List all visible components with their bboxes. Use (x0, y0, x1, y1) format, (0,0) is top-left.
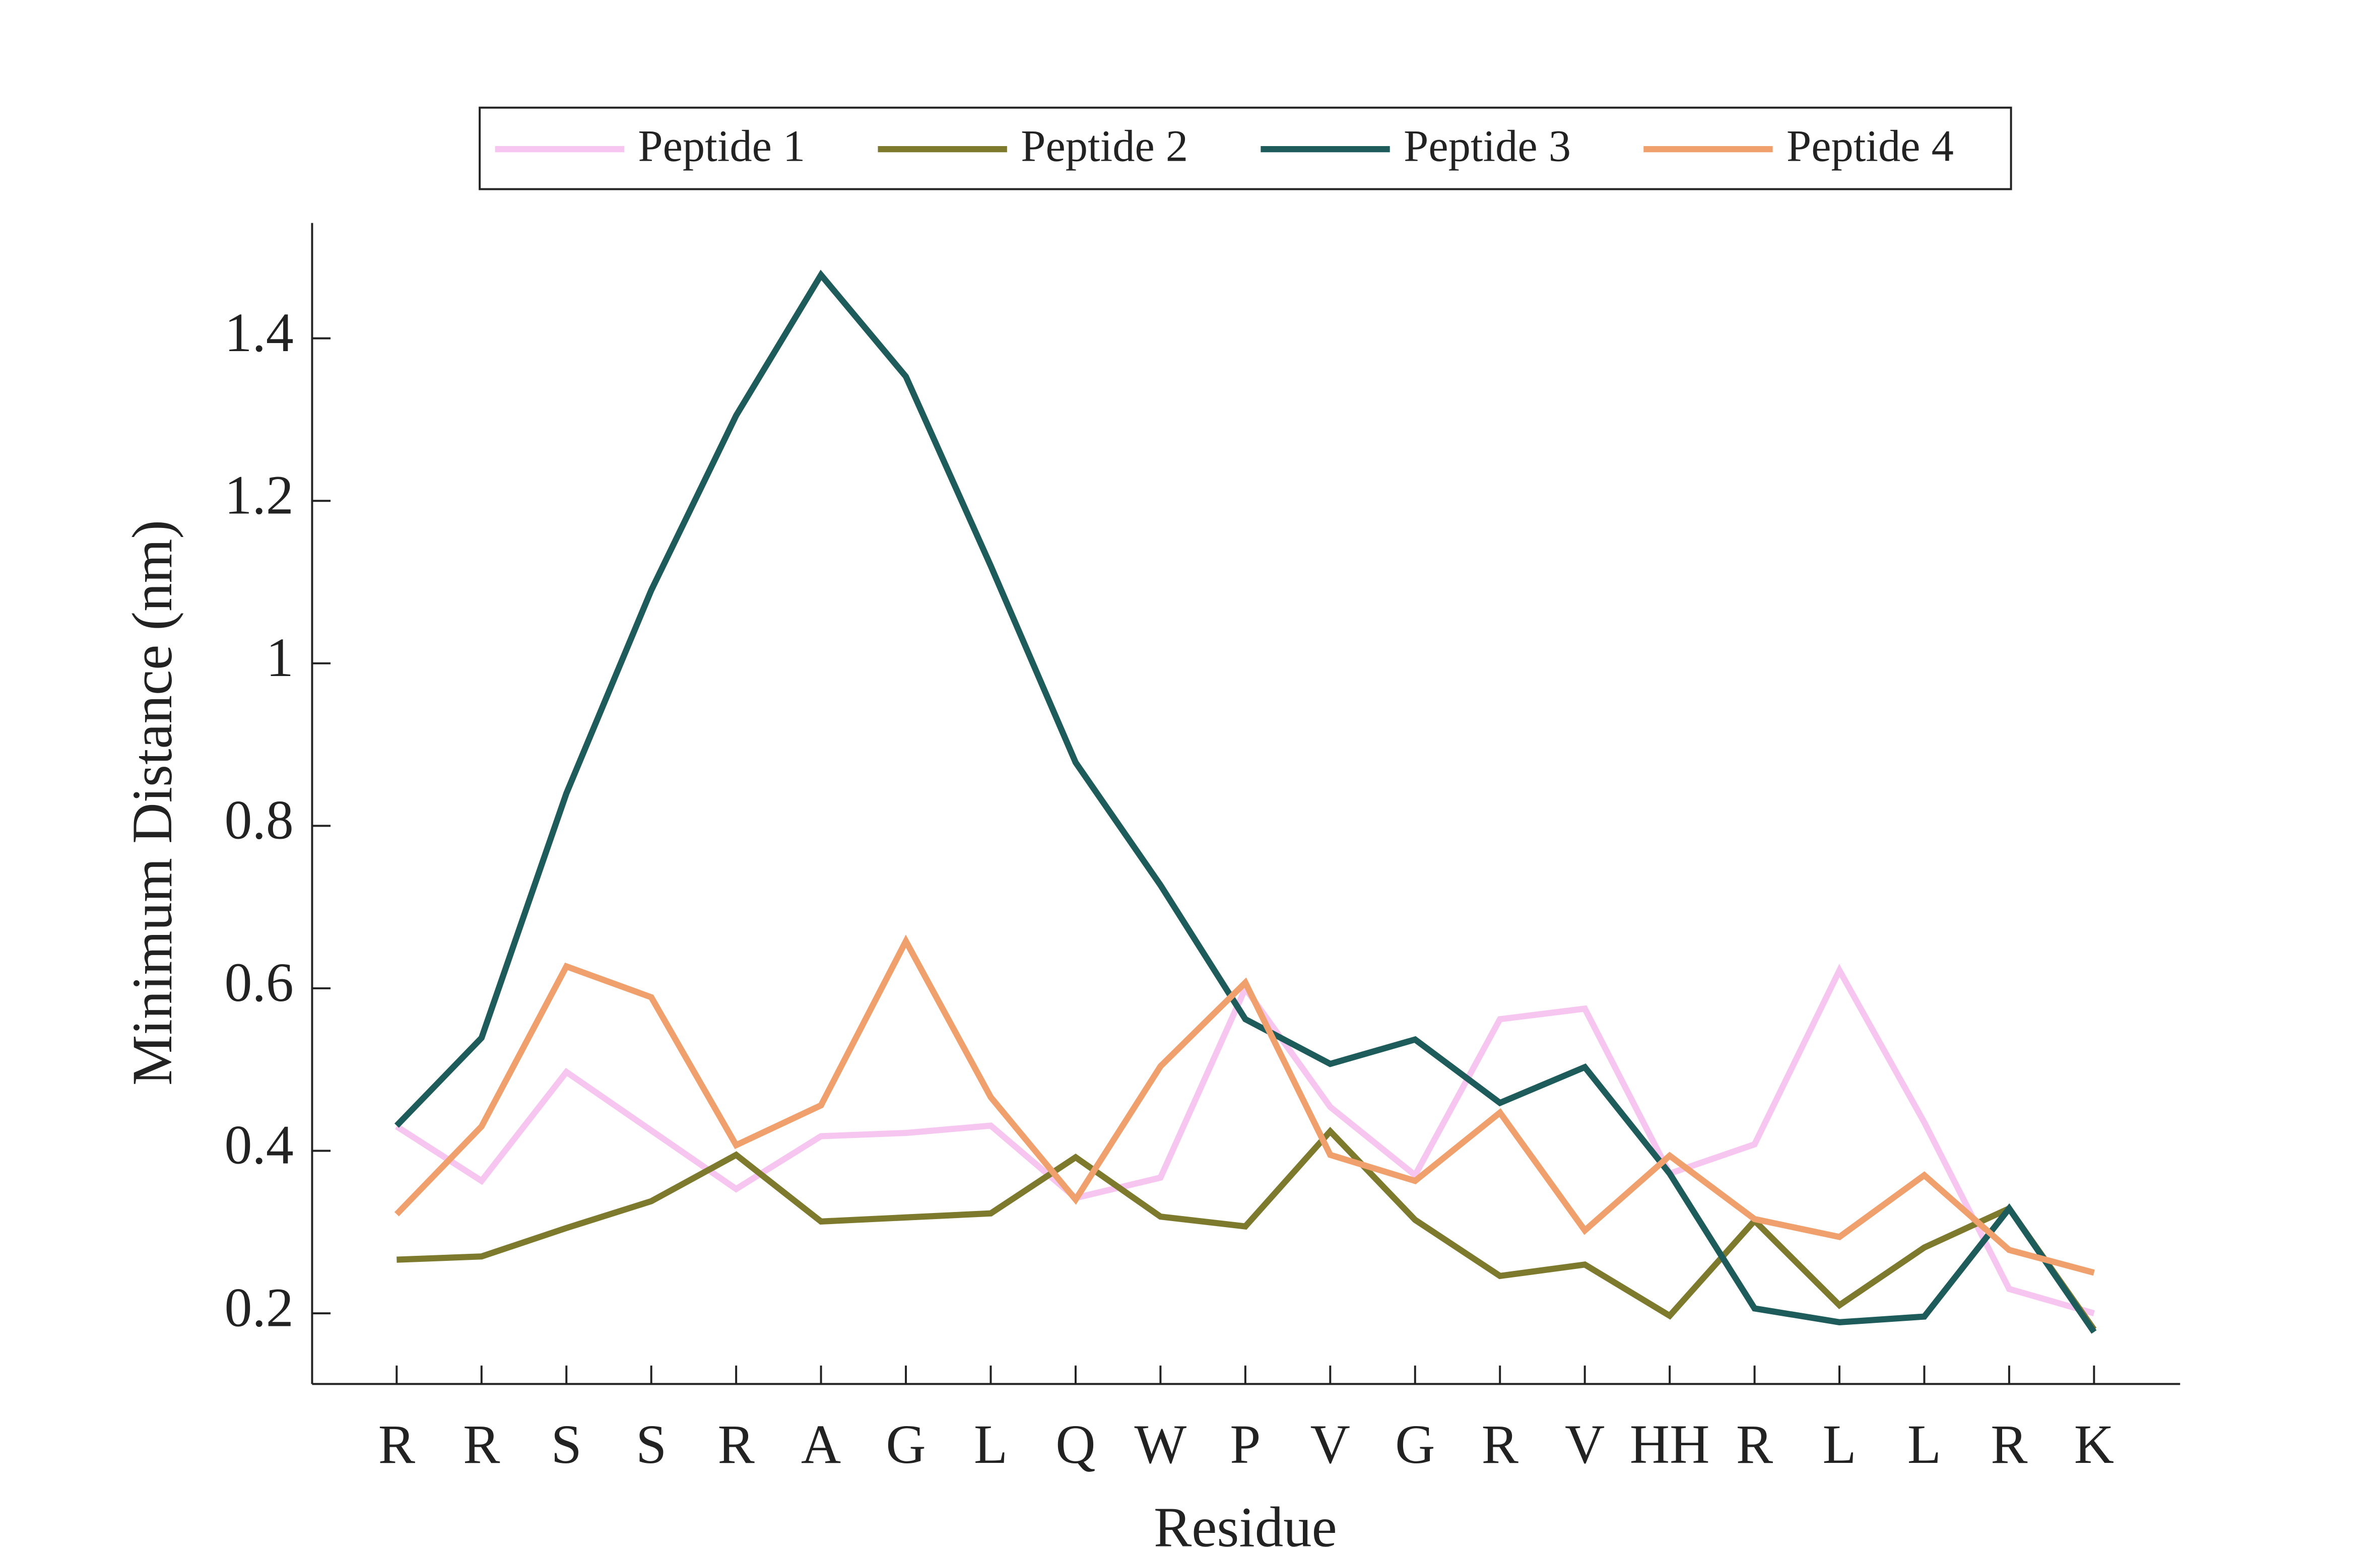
x-tick-label: G (886, 1414, 925, 1475)
line-series (396, 1126, 2097, 1331)
legend-label: Peptide 2 (1021, 121, 1188, 171)
x-tick-label: S (551, 1414, 582, 1475)
x-tick-label: Q (1055, 1414, 1095, 1475)
line-series (394, 934, 2095, 1276)
x-tick-label: R (378, 1414, 416, 1475)
y-tick-label: 1 (266, 627, 294, 688)
legend-label: Peptide 4 (1787, 121, 1954, 171)
x-tick-label: R (463, 1414, 500, 1475)
x-tick-label: V (1310, 1414, 1350, 1475)
x-tick-label: R (1991, 1414, 2028, 1475)
legend-label: Peptide 1 (638, 121, 805, 171)
y-tick-label: 0.8 (225, 789, 294, 851)
x-axis-label: Residue (1154, 1496, 1337, 1547)
x-tick-label: R (1736, 1414, 1773, 1475)
x-tick-label: HH (1630, 1414, 1710, 1475)
x-tick-label: L (1907, 1414, 1941, 1475)
x-tick-label: L (974, 1414, 1008, 1475)
y-axis-label: Minimum Distance (nm) (121, 520, 184, 1086)
line-series (394, 270, 2097, 1334)
x-tick-label: S (636, 1414, 667, 1475)
x-tick-label: R (718, 1414, 755, 1475)
x-tick-label: V (1565, 1414, 1605, 1475)
y-tick-label: 1.4 (225, 302, 294, 363)
y-tick-label: 0.2 (225, 1276, 294, 1338)
y-tick-label: 0.4 (225, 1114, 294, 1176)
legend-label: Peptide 3 (1404, 121, 1571, 171)
x-tick-label: G (1395, 1414, 1435, 1475)
x-tick-label: A (801, 1414, 841, 1475)
x-tick-label: K (2074, 1414, 2114, 1475)
x-tick-label: W (1135, 1414, 1187, 1475)
y-tick-label: 1.2 (225, 464, 294, 525)
y-tick-label: 0.6 (225, 952, 294, 1013)
x-tick-label: R (1482, 1414, 1519, 1475)
x-tick-label: L (1822, 1414, 1856, 1475)
x-tick-label: P (1230, 1414, 1261, 1475)
